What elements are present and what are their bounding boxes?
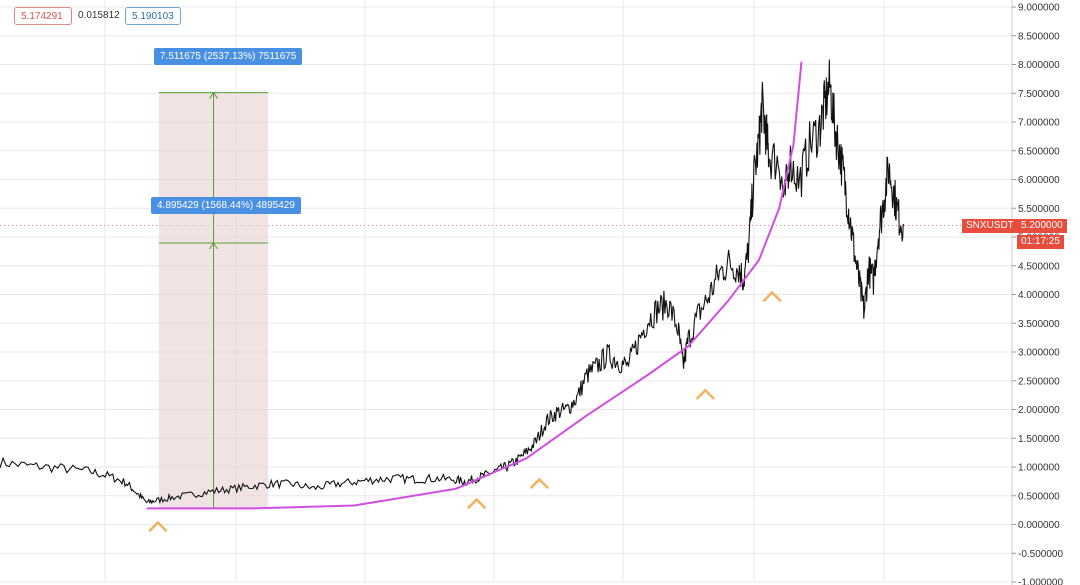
caret-up-marker bbox=[467, 497, 486, 509]
grid-lines bbox=[0, 0, 1013, 585]
y-tick-label: -0.500000 bbox=[1018, 549, 1063, 560]
y-tick-label: 6.500000 bbox=[1018, 146, 1060, 157]
y-axis-ticks: 9.000000 8.500000 8.000000 7.500000 7.000000… bbox=[1012, 3, 1063, 585]
caret-up-marker bbox=[696, 388, 715, 400]
y-tick-label: 0.000000 bbox=[1018, 520, 1060, 531]
measure-label-mid[interactable]: 4.895429 (1568.44%) 4895429 bbox=[151, 197, 301, 214]
caret-up-marker bbox=[148, 520, 168, 532]
candle-timer-badge: 01:17:25 bbox=[1017, 235, 1064, 249]
y-tick-label: 6.000000 bbox=[1018, 175, 1060, 186]
measure-arrow-mid bbox=[209, 242, 218, 250]
measure-label-top[interactable]: 7.511675 (2537.13%) 7511675 bbox=[154, 48, 303, 65]
arrow-markers bbox=[148, 290, 782, 532]
y-tick-label: 7.000000 bbox=[1018, 118, 1060, 129]
y-tick-label: -1.000000 bbox=[1018, 578, 1063, 585]
price-line bbox=[0, 59, 905, 505]
symbol-badge: SNXUSDT bbox=[962, 219, 1018, 233]
y-tick-label: 2.500000 bbox=[1018, 376, 1060, 387]
y-tick-label: 9.000000 bbox=[1018, 3, 1060, 14]
y-tick-label: 7.500000 bbox=[1018, 89, 1060, 100]
measure-arrow-top bbox=[209, 91, 218, 99]
y-tick-label: 1.500000 bbox=[1018, 434, 1060, 445]
y-tick-label: 2.000000 bbox=[1018, 405, 1060, 416]
y-tick-label: 4.500000 bbox=[1018, 261, 1060, 272]
y-tick-label: 3.500000 bbox=[1018, 319, 1060, 330]
y-tick-label: 1.000000 bbox=[1018, 463, 1060, 474]
caret-up-marker bbox=[530, 477, 549, 489]
y-tick-label: 0.500000 bbox=[1018, 491, 1060, 502]
y-tick-label: 3.000000 bbox=[1018, 348, 1060, 359]
price-series bbox=[0, 59, 905, 510]
current-price-badge: 5.200000 bbox=[1017, 219, 1067, 233]
y-tick-label: 8.000000 bbox=[1018, 60, 1060, 71]
caret-up-marker bbox=[762, 290, 782, 302]
y-tick-label: 4.000000 bbox=[1018, 290, 1060, 301]
ohlc-change-value: 0.015812 bbox=[78, 10, 120, 21]
y-tick-label: 5.500000 bbox=[1018, 204, 1060, 215]
parabolic-curve bbox=[146, 61, 803, 510]
ohlc-close-value: 5.190103 bbox=[125, 7, 181, 25]
ohlc-low-value: 5.174291 bbox=[14, 7, 72, 25]
measurement-tool[interactable] bbox=[158, 91, 269, 509]
y-tick-label: 8.500000 bbox=[1018, 31, 1060, 42]
